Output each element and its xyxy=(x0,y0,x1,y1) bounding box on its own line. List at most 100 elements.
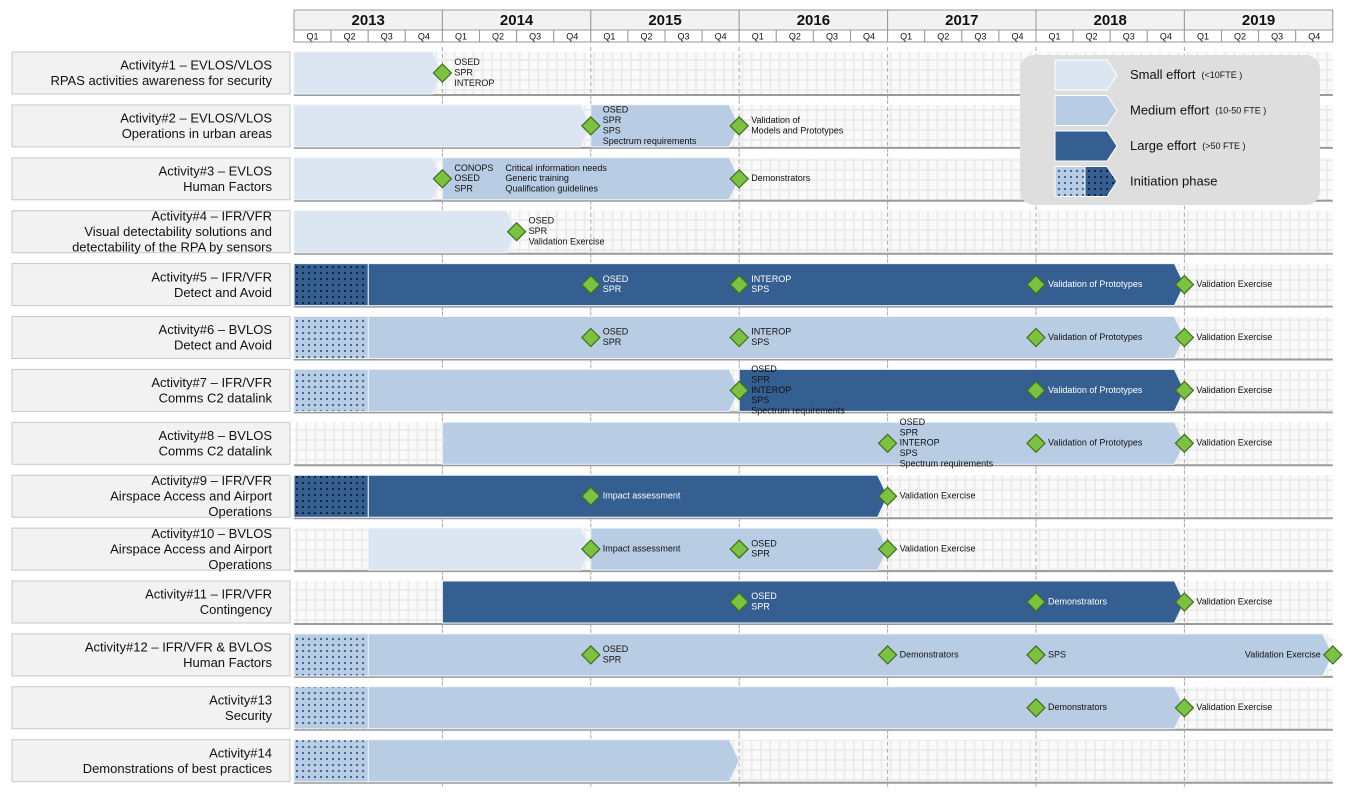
effort-bar xyxy=(293,633,369,677)
milestone xyxy=(580,486,601,507)
milestone-label: OSED xyxy=(603,644,629,654)
year-label: 2015 xyxy=(648,12,681,29)
milestone-label: Validation Exercise xyxy=(1196,596,1272,606)
legend: Small effort (<10FTE ) Medium effort (10-50… xyxy=(1020,55,1320,205)
milestone-label: Models and Prototypes xyxy=(751,125,844,135)
quarter-label: Q3 xyxy=(529,31,541,41)
quarter-label: Q3 xyxy=(678,31,690,41)
milestone-label: OSED xyxy=(900,417,926,427)
quarter-label: Q1 xyxy=(1049,31,1061,41)
activity-label-box xyxy=(11,210,291,254)
activity-label: Activity#12 – IFR/VFR & BVLOS xyxy=(85,640,272,655)
milestone xyxy=(729,274,750,295)
milestone xyxy=(1026,380,1046,401)
milestone xyxy=(580,327,601,348)
milestone-label: Validation of Prototypes xyxy=(1048,279,1143,289)
milestone-label: SPR xyxy=(454,67,473,77)
activity-label: Contingency xyxy=(200,602,273,617)
legend-swatch xyxy=(1054,130,1118,162)
quarter-label: Q2 xyxy=(937,31,949,41)
milestone-label: OSED xyxy=(529,216,555,226)
milestone-label: Validation of Prototypes xyxy=(1048,438,1143,448)
milestone xyxy=(1026,274,1046,295)
quarter-label: Q1 xyxy=(455,31,467,41)
milestone-label: Validation of xyxy=(751,115,800,125)
effort-bar xyxy=(367,368,740,412)
year-label: 2019 xyxy=(1242,12,1275,29)
milestone xyxy=(729,168,750,189)
quarter-label: Q1 xyxy=(603,31,615,41)
effort-bar xyxy=(367,527,592,571)
effort-bar xyxy=(293,263,369,307)
effort-bar xyxy=(293,739,369,783)
activity-label: Activity#3 – EVLOS xyxy=(159,163,273,178)
milestone xyxy=(877,433,898,454)
quarter-label: Q2 xyxy=(789,31,801,41)
activity-label: Activity#6 – BVLOS xyxy=(159,322,273,337)
milestone xyxy=(729,116,750,136)
milestone xyxy=(1174,380,1195,401)
milestone xyxy=(580,539,601,559)
quarter-label: Q2 xyxy=(640,31,652,41)
activity-label: detectability of the RPA by sensors xyxy=(72,240,272,255)
legend-label: Initiation phase xyxy=(1130,174,1217,189)
activity-label: Human Factors xyxy=(183,179,272,194)
effort-bar xyxy=(293,686,369,730)
activity-label: Demonstrations of best practices xyxy=(83,761,273,776)
activity-label-box xyxy=(11,686,291,730)
legend-label-text: Medium effort xyxy=(1130,103,1210,118)
activity-label: Activity#2 – EVLOS/VLOS xyxy=(120,111,272,126)
activity-label: Comms C2 datalink xyxy=(159,391,273,406)
legend-swatch xyxy=(1054,59,1118,91)
activity-label-box xyxy=(11,263,291,307)
milestone-label: Generic training xyxy=(505,173,569,183)
effort-bar xyxy=(590,104,740,148)
activity-label: Operations xyxy=(208,557,272,572)
legend-note: (10-50 FTE ) xyxy=(1215,106,1266,116)
quarter-label: Q1 xyxy=(900,31,912,41)
effort-bar xyxy=(441,157,740,201)
milestone xyxy=(1026,592,1046,612)
milestone-label: Demonstrators xyxy=(900,649,960,659)
quarter-label: Q2 xyxy=(344,31,356,41)
milestone-label: Validation of Prototypes xyxy=(1048,332,1143,342)
effort-bar xyxy=(293,316,369,359)
year-label: 2017 xyxy=(945,12,978,29)
milestone xyxy=(729,327,750,348)
milestone xyxy=(1026,433,1046,454)
quarter-label: Q3 xyxy=(381,31,393,41)
effort-bar xyxy=(293,210,518,254)
quarter-label: Q2 xyxy=(1086,31,1098,41)
activity-label: Operations xyxy=(208,504,272,519)
milestone-label: INTEROP xyxy=(454,78,494,88)
activity-label: Security xyxy=(225,708,272,723)
legend-swatch xyxy=(1084,166,1118,197)
activity-label: Airspace Access and Airport xyxy=(110,489,272,504)
quarter-label: Q1 xyxy=(1197,31,1209,41)
activity-label-box xyxy=(11,527,291,571)
milestone-label: SPS xyxy=(900,448,918,458)
effort-bar xyxy=(738,368,1185,412)
quarter-label: Q2 xyxy=(492,31,504,41)
milestone-label: Validation Exercise xyxy=(900,491,976,501)
milestone-label: Validation Exercise xyxy=(1245,649,1321,659)
legend-label-text: Initiation phase xyxy=(1130,174,1217,189)
milestone xyxy=(580,274,601,295)
milestone xyxy=(1174,697,1195,718)
legend-label: Medium effort (10-50 FTE ) xyxy=(1130,103,1266,118)
quarter-label: Q4 xyxy=(1011,31,1023,41)
milestone-label: OSED xyxy=(751,538,777,548)
activity-label: Detect and Avoid xyxy=(174,338,272,353)
quarter-label: Q4 xyxy=(863,31,875,41)
legend-note: (>50 FTE ) xyxy=(1202,141,1245,151)
activity-label: Activity#8 – BVLOS xyxy=(159,428,273,443)
quarter-label: Q4 xyxy=(1160,31,1172,41)
